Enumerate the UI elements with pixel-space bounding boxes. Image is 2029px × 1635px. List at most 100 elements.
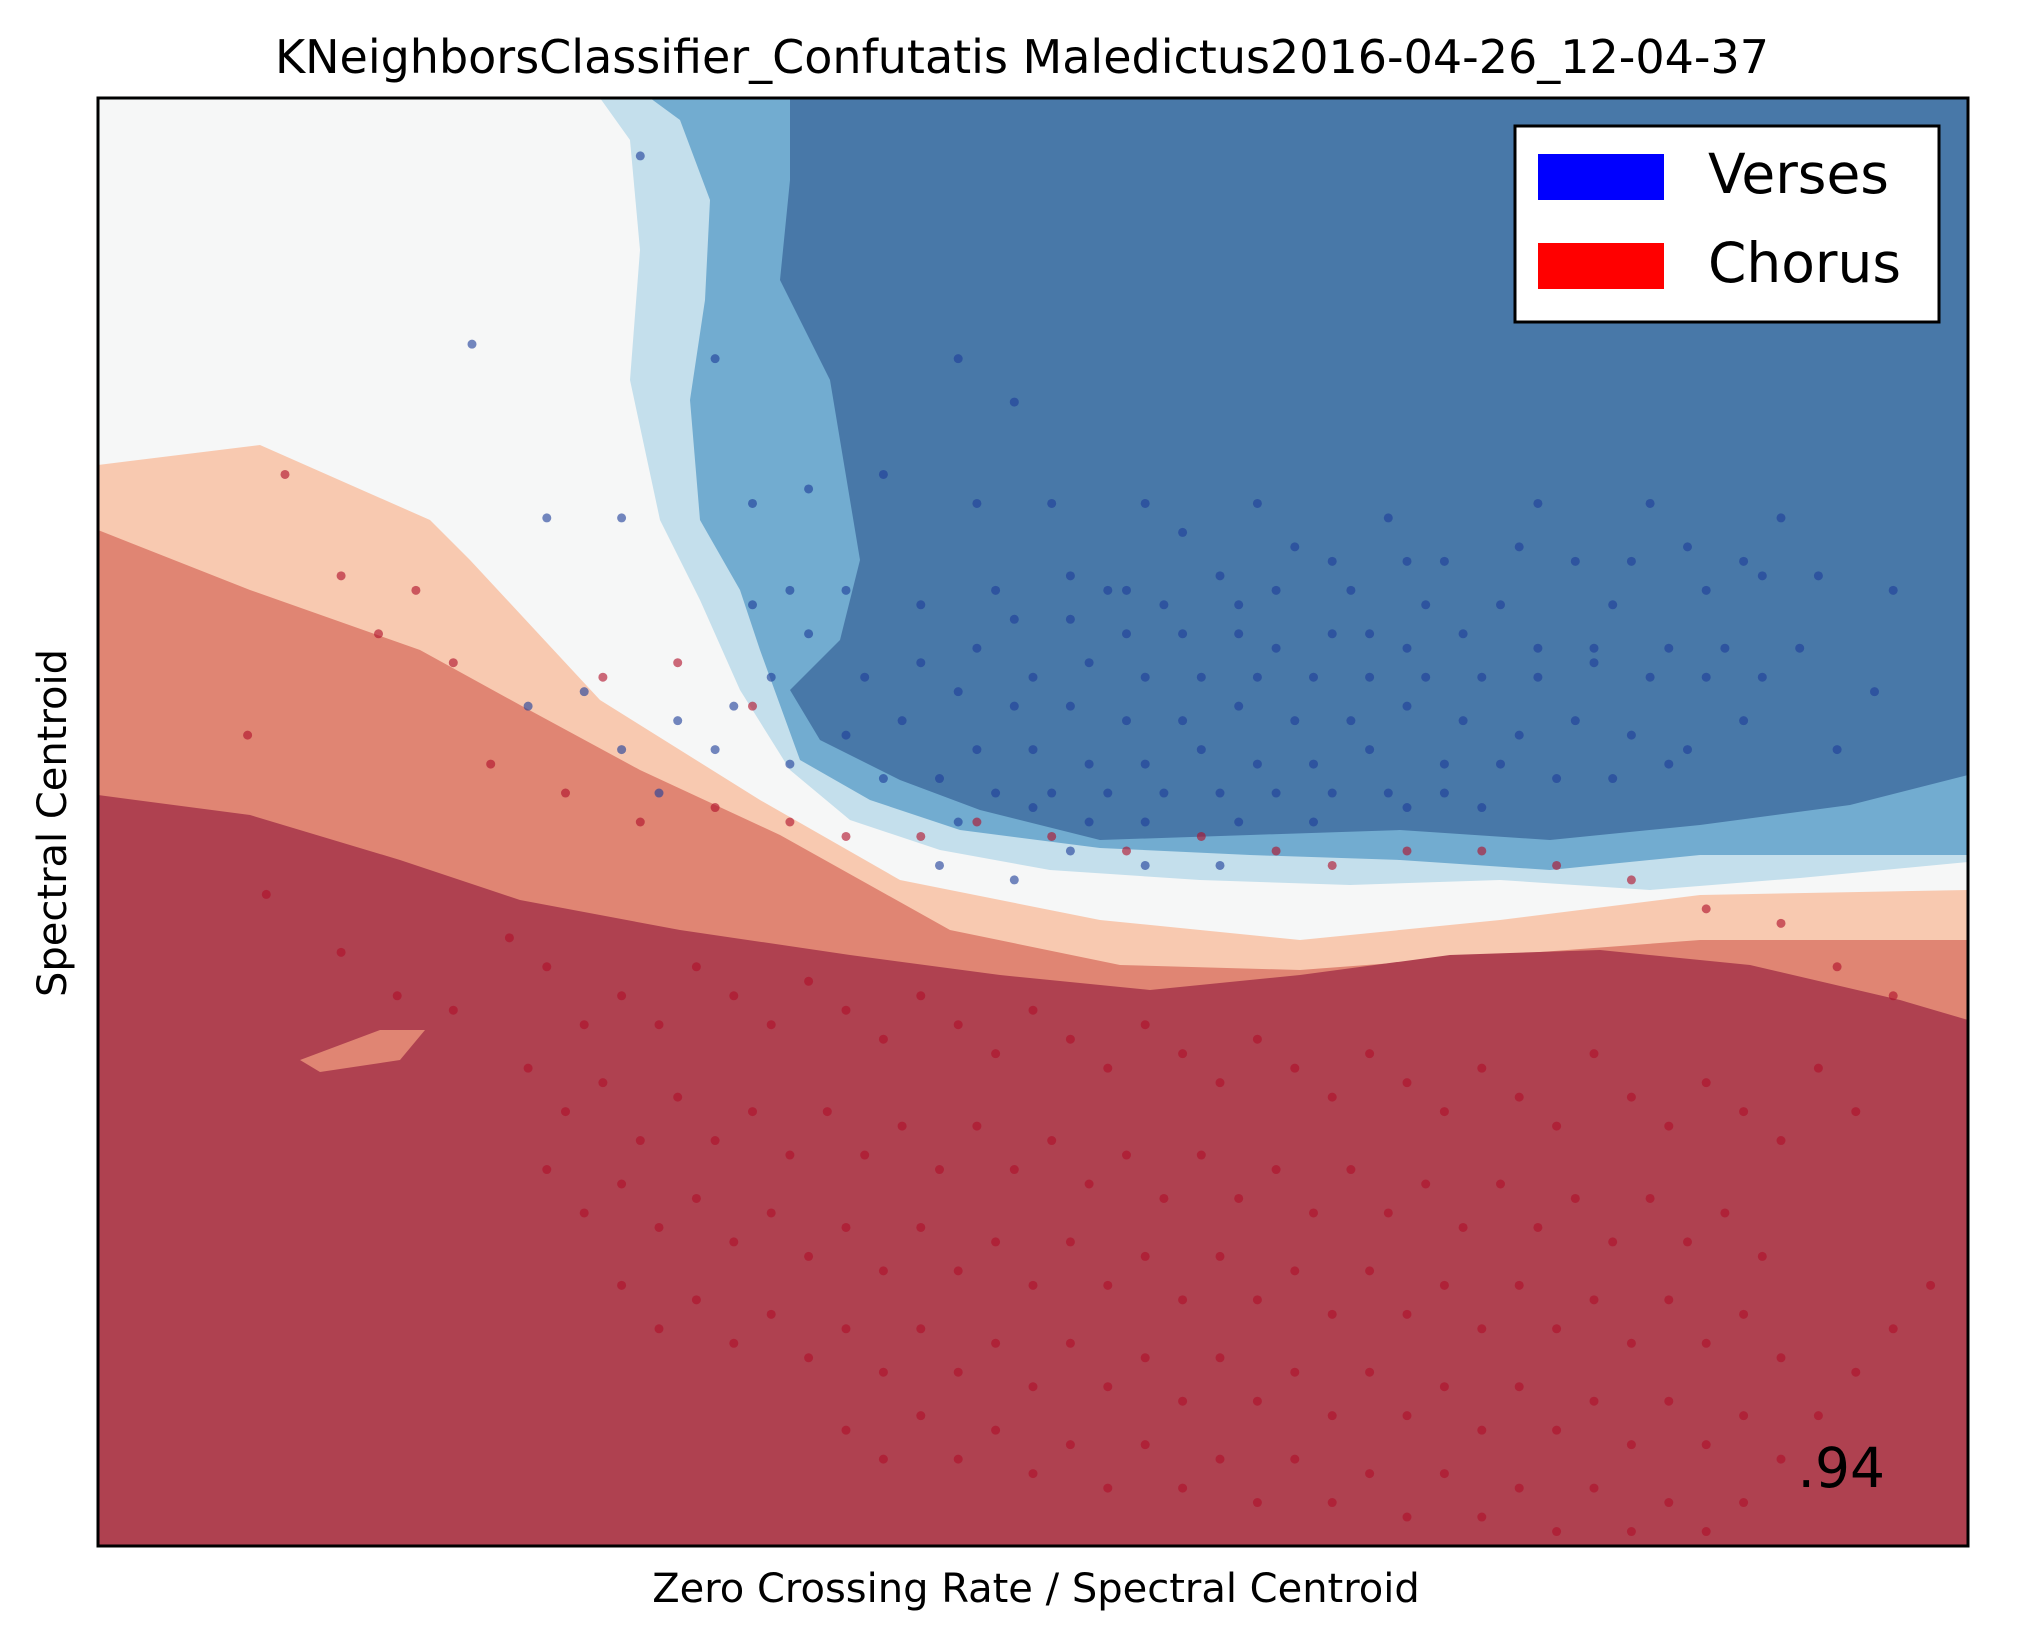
data-point-verses	[1608, 600, 1618, 610]
data-point-chorus	[785, 817, 795, 827]
data-point-chorus	[1271, 1165, 1281, 1175]
data-point-chorus	[729, 1338, 739, 1348]
data-point-chorus	[1776, 1353, 1786, 1363]
data-point-chorus	[916, 1324, 926, 1334]
data-point-chorus	[1514, 1280, 1524, 1290]
data-point-verses	[1047, 788, 1057, 798]
data-point-chorus	[1327, 1092, 1337, 1102]
data-point-chorus	[1103, 1063, 1113, 1073]
data-point-chorus	[1421, 1179, 1431, 1189]
data-point-verses	[1533, 643, 1543, 653]
data-point-chorus	[1122, 1150, 1131, 1160]
data-point-chorus	[1365, 1469, 1375, 1479]
data-point-verses	[1140, 672, 1150, 682]
data-point-chorus	[654, 1222, 664, 1232]
data-point-chorus	[1645, 1193, 1655, 1203]
data-point-verses	[1028, 745, 1038, 755]
data-point-verses	[1645, 498, 1655, 508]
data-point-chorus	[1739, 1411, 1749, 1421]
data-point-verses	[1402, 701, 1412, 711]
data-point-verses	[1402, 643, 1412, 653]
data-point-chorus	[860, 1150, 870, 1160]
data-point-chorus	[1215, 1353, 1225, 1363]
data-point-verses	[1234, 600, 1244, 610]
data-point-verses	[710, 745, 720, 755]
data-point-chorus	[804, 976, 814, 986]
data-point-verses	[1159, 788, 1169, 798]
data-point-verses	[1739, 556, 1749, 566]
legend: Verses Chorus	[1513, 124, 1941, 324]
data-point-verses	[1589, 658, 1599, 668]
data-point-chorus	[1439, 1469, 1449, 1479]
data-point-verses	[1421, 672, 1431, 682]
data-point-verses	[1122, 585, 1131, 595]
data-point-chorus	[1290, 1063, 1300, 1073]
data-point-chorus	[1552, 1121, 1562, 1131]
data-point-verses	[1327, 556, 1337, 566]
data-point-chorus	[1776, 1136, 1786, 1146]
data-point-verses	[1271, 643, 1281, 653]
data-point-verses	[1589, 643, 1599, 653]
data-point-verses	[991, 788, 1001, 798]
data-point-chorus	[1477, 1324, 1487, 1334]
data-point-verses	[1271, 585, 1281, 595]
region-chorus-island	[300, 1030, 425, 1072]
data-point-verses	[1309, 759, 1318, 769]
data-point-chorus	[635, 817, 645, 827]
data-point-chorus	[1664, 1498, 1674, 1508]
data-point-verses	[1645, 672, 1655, 682]
data-point-chorus	[1589, 1396, 1599, 1406]
data-point-chorus	[1739, 1107, 1749, 1117]
data-point-chorus	[991, 1425, 1001, 1435]
data-point-verses	[1009, 875, 1019, 885]
data-point-chorus	[1402, 1512, 1412, 1522]
data-point-chorus	[710, 1136, 720, 1146]
data-point-chorus	[1813, 1411, 1823, 1421]
data-point-chorus	[1851, 1107, 1861, 1117]
data-point-chorus	[1552, 1425, 1562, 1435]
data-point-chorus	[1589, 1483, 1599, 1493]
data-point-chorus	[1626, 1527, 1636, 1537]
data-point-verses	[1065, 846, 1075, 856]
data-point-verses	[1813, 571, 1823, 581]
data-point-chorus	[1028, 1469, 1038, 1479]
data-point-verses	[1870, 687, 1879, 697]
data-point-chorus	[1626, 1338, 1636, 1348]
data-point-chorus	[1122, 846, 1131, 856]
data-point-verses	[635, 151, 645, 161]
data-point-chorus	[1776, 918, 1786, 928]
data-point-verses	[1757, 571, 1767, 581]
data-point-verses	[1140, 498, 1150, 508]
data-point-chorus	[916, 1222, 926, 1232]
data-point-verses	[1065, 571, 1075, 581]
data-point-chorus	[953, 1367, 963, 1377]
data-point-verses	[1215, 860, 1225, 870]
data-point-verses	[1570, 556, 1580, 566]
data-point-chorus	[1608, 1237, 1618, 1247]
y-axis-label: Spectral Centroid	[30, 649, 76, 997]
data-point-verses	[953, 354, 963, 364]
data-point-verses	[1271, 788, 1281, 798]
data-point-chorus	[261, 889, 271, 899]
data-point-chorus	[1065, 1237, 1075, 1247]
data-point-verses	[1720, 643, 1730, 653]
data-point-verses	[1178, 527, 1188, 537]
data-point-chorus	[804, 1353, 814, 1363]
data-point-chorus	[935, 1165, 944, 1175]
data-point-chorus	[916, 1411, 926, 1421]
data-point-verses	[673, 716, 683, 726]
data-point-chorus	[1365, 1266, 1375, 1276]
data-point-verses	[1402, 556, 1412, 566]
data-point-chorus	[1309, 1208, 1318, 1218]
data-point-chorus	[1552, 1527, 1562, 1537]
data-point-chorus	[673, 1092, 683, 1102]
data-point-chorus	[1140, 1251, 1150, 1261]
data-point-chorus	[878, 1454, 888, 1464]
data-point-chorus	[748, 1107, 757, 1117]
data-point-chorus	[448, 658, 458, 668]
data-point-verses	[1496, 600, 1505, 610]
data-point-chorus	[1290, 1367, 1300, 1377]
data-point-verses	[1009, 614, 1019, 624]
data-point-chorus	[1065, 1440, 1075, 1450]
data-point-chorus	[1496, 1179, 1505, 1189]
